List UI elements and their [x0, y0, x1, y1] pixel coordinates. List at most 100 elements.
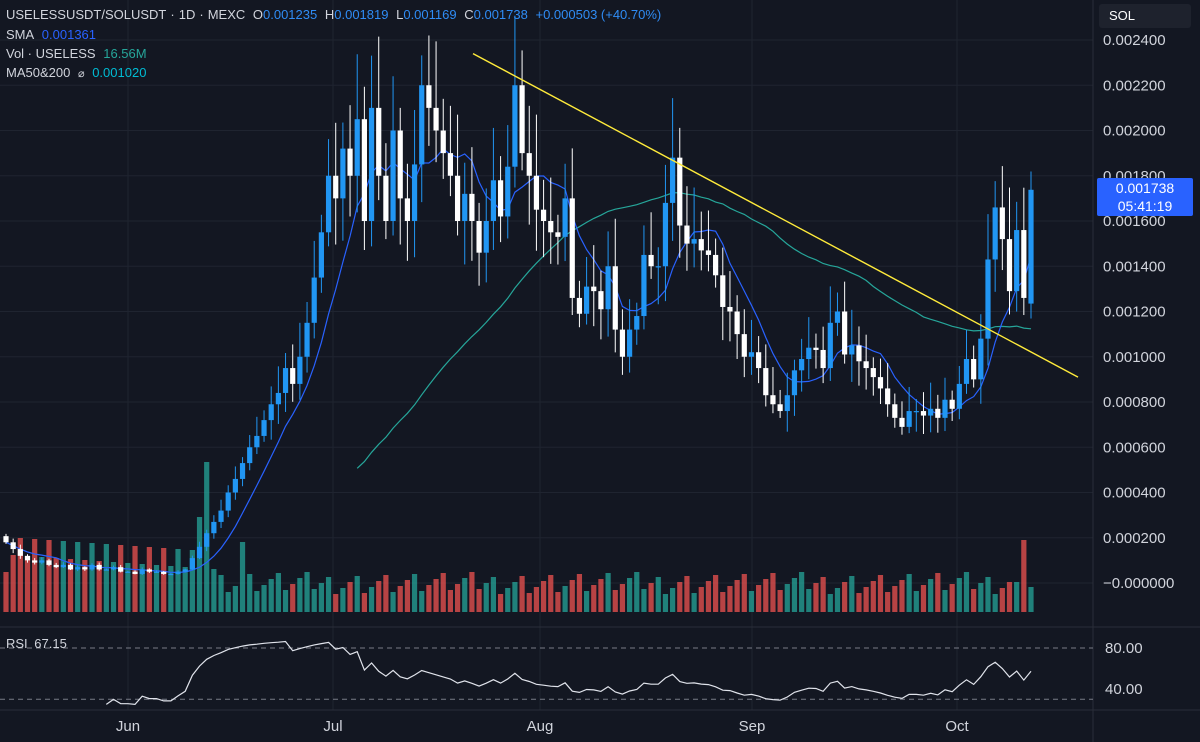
- volume-bar: [318, 583, 324, 612]
- ma-legend[interactable]: MA50&200 ⌀ 0.001020: [6, 65, 150, 80]
- candle-body: [813, 347, 819, 350]
- volume-bar: [239, 542, 246, 612]
- volume-bar: [576, 574, 583, 612]
- price-tick-label: 0.002400: [1103, 32, 1166, 49]
- candle-body: [447, 153, 454, 176]
- rsi-legend[interactable]: RSI 67.15: [6, 636, 67, 651]
- candle-body: [791, 370, 798, 396]
- volume-bar: [419, 591, 425, 612]
- candle-body: [175, 571, 181, 574]
- candle-body: [82, 567, 88, 570]
- candle-body: [96, 564, 102, 570]
- volume-bar: [877, 575, 884, 612]
- candle-body: [17, 549, 23, 556]
- rsi-pane: [0, 640, 1093, 706]
- trendline[interactable]: [472, 52, 1079, 378]
- symbol-name[interactable]: USELESSUSDT/SOLUSDT: [6, 7, 167, 22]
- price-tick-label: 0.001600: [1103, 213, 1166, 230]
- sma-legend[interactable]: SMA 0.001361: [6, 27, 100, 42]
- volume-bar: [383, 575, 389, 612]
- volume-bar: [153, 565, 160, 612]
- volume-bar: [146, 547, 152, 612]
- candle-body: [684, 225, 690, 244]
- candle-body: [698, 239, 704, 251]
- candle-body: [885, 388, 891, 405]
- volume-bar: [311, 589, 317, 612]
- volume-bar: [404, 580, 410, 612]
- volume-bar: [627, 578, 633, 612]
- candle-body: [304, 322, 310, 357]
- volume-legend[interactable]: Vol · USELESS 16.56M: [6, 46, 151, 61]
- candle-body: [720, 275, 726, 307]
- candle-body: [325, 175, 332, 233]
- volume-bar: [641, 589, 647, 612]
- candle-body: [505, 166, 511, 217]
- volume-bar: [842, 582, 848, 612]
- volume-bar: [870, 581, 876, 612]
- candle-body: [820, 349, 826, 369]
- candle-body: [827, 322, 833, 369]
- volume-bar: [125, 563, 131, 612]
- candle-body: [1014, 230, 1020, 292]
- volume-bar: [447, 590, 454, 612]
- candle-body: [935, 408, 941, 418]
- candle-body: [992, 207, 998, 260]
- last-price-tag: 0.001738 05:41:19: [1097, 178, 1193, 216]
- candle-body: [863, 361, 869, 369]
- candle-body: [411, 164, 418, 221]
- candle-body: [290, 368, 296, 384]
- candle-body: [999, 207, 1005, 240]
- volume-bar: [784, 584, 790, 612]
- volume-bar: [942, 590, 948, 612]
- volume-bar: [533, 587, 540, 612]
- price-axis[interactable]: 0.0024000.0022000.0020000.0018000.001600…: [1103, 32, 1174, 698]
- candle-body: [311, 277, 317, 323]
- hidden-icon[interactable]: ⌀: [77, 68, 85, 80]
- time-tick-label: Oct: [945, 718, 969, 735]
- candle-body: [849, 345, 855, 355]
- candle-body: [103, 569, 109, 571]
- candle-body: [397, 130, 403, 199]
- volume-bar: [591, 585, 597, 612]
- quote-currency-badge[interactable]: SOL: [1099, 4, 1191, 28]
- volume-bar: [935, 573, 941, 612]
- candle-body: [404, 198, 410, 221]
- last-price: 0.001738: [1115, 180, 1175, 196]
- candle-body: [949, 399, 955, 409]
- price-tick-label: 0.000400: [1103, 485, 1166, 502]
- candle-body: [756, 352, 762, 369]
- candle-body: [627, 329, 633, 357]
- volume-bar: [247, 574, 253, 612]
- candle-body: [46, 560, 52, 565]
- bar-countdown: 05:41:19: [1117, 198, 1173, 214]
- candle-body: [483, 221, 489, 253]
- candle-body: [261, 420, 267, 436]
- price-tick-label: 0.001400: [1103, 258, 1166, 275]
- volume-bar: [655, 577, 661, 612]
- volume-bar: [770, 573, 776, 612]
- candle-body: [24, 555, 31, 561]
- candle-body: [870, 368, 876, 378]
- price-tick-label: 0.002000: [1103, 123, 1166, 140]
- time-axis[interactable]: Jun Jul Aug Sep Oct: [116, 718, 970, 735]
- volume-bar: [1014, 582, 1020, 612]
- volume-bar: [89, 543, 95, 612]
- candle-body: [799, 359, 805, 371]
- candle-body: [548, 221, 554, 233]
- volume-bar: [713, 575, 719, 612]
- candle-body: [784, 395, 790, 412]
- candle-body: [196, 546, 203, 559]
- interval[interactable]: 1D: [178, 7, 196, 22]
- volume-bar: [182, 567, 188, 612]
- volume-bar: [175, 549, 181, 612]
- volume-bar: [39, 557, 45, 612]
- volume-bar: [32, 539, 38, 612]
- open-label: O: [252, 7, 263, 22]
- volume-bar: [440, 573, 446, 612]
- candle-body: [576, 297, 583, 314]
- volume-bar: [325, 577, 332, 612]
- volume-bar: [17, 538, 23, 612]
- volume-bar: [834, 588, 841, 612]
- candle-body: [555, 232, 561, 237]
